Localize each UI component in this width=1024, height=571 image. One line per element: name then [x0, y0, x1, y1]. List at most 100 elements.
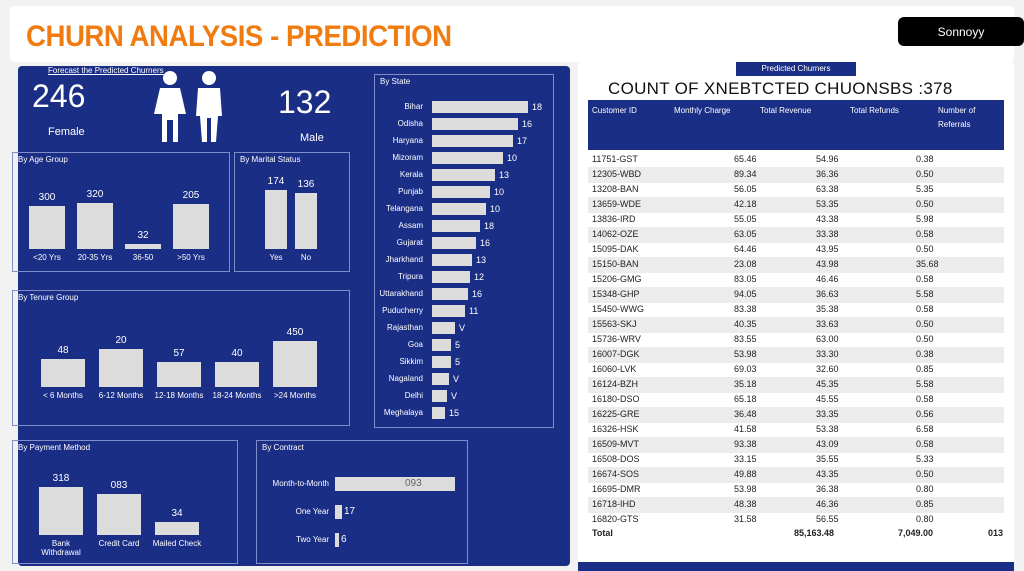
table-footer: Total 85,163.48 7,049.00 013	[588, 526, 1004, 544]
tenure-value: 48	[57, 345, 69, 356]
state-value: V	[453, 374, 460, 384]
payment-bar[interactable]	[39, 487, 83, 535]
state-row[interactable]: Odisha 16	[375, 118, 555, 130]
cell-value: 53.98	[734, 349, 757, 359]
table-row[interactable]: 16695-DMR 53.98 36.38 0.80	[588, 482, 1004, 498]
cell-customer-id: 16718-IHD	[592, 499, 636, 509]
table-row[interactable]: 12305-WBD 89.34 36.36 0.50	[588, 167, 1004, 183]
table-row[interactable]: 15348-GHP 94.05 36.63 5.58	[588, 287, 1004, 303]
table-row[interactable]: 16718-IHD 48.38 46.36 0.85	[588, 497, 1004, 513]
state-row[interactable]: Puducherry 11	[375, 305, 555, 317]
th-monthly-charge[interactable]: Monthly Charge	[674, 106, 731, 115]
state-row[interactable]: Gujarat 16	[375, 237, 555, 249]
payment-bar[interactable]	[155, 522, 199, 535]
summary-button[interactable]: Sonnoyy	[898, 17, 1024, 46]
table-row[interactable]: 16508-DOS 33.15 35.55 5.33	[588, 452, 1004, 468]
age-bar[interactable]	[29, 206, 65, 249]
cell-value: 83.05	[734, 274, 757, 284]
marital-bar[interactable]	[265, 190, 287, 249]
cell-value: 43.98	[816, 259, 839, 269]
contract-bar[interactable]	[335, 505, 342, 519]
cell-value: 65.46	[734, 154, 757, 164]
cell-value: 54.96	[816, 154, 839, 164]
cell-value: 63.38	[816, 184, 839, 194]
state-row[interactable]: Assam 18	[375, 220, 555, 232]
marital-bar[interactable]	[295, 193, 317, 249]
state-bar	[432, 169, 495, 181]
th-total-refunds[interactable]: Total Refunds	[850, 106, 899, 115]
table-row[interactable]: 16180-DSO 65.18 45.55 0.58	[588, 392, 1004, 408]
state-row[interactable]: Tripura 12	[375, 271, 555, 283]
table-row[interactable]: 13659-WDE 42.18 53.35 0.50	[588, 197, 1004, 213]
state-value: 10	[494, 187, 505, 197]
th-customer-id[interactable]: Customer ID	[592, 106, 637, 115]
state-row[interactable]: Kerala 13	[375, 169, 555, 181]
state-row[interactable]: Delhi V	[375, 390, 555, 402]
tenure-bar[interactable]	[157, 362, 201, 387]
table-row[interactable]: 16674-SOS 49.88 43.35 0.50	[588, 467, 1004, 483]
cell-customer-id: 15736-WRV	[592, 334, 641, 344]
table-row[interactable]: 15206-GMG 83.05 46.46 0.58	[588, 272, 1004, 288]
table-row[interactable]: 14062-OZE 63.05 33.38 0.58	[588, 227, 1004, 243]
cell-value: 0.85	[916, 499, 934, 509]
cell-customer-id: 16509-MVT	[592, 439, 640, 449]
state-label: Bihar	[404, 102, 423, 111]
dashboard-panel: Forecast the Predicted Churners 246 Fema…	[12, 66, 570, 566]
state-row[interactable]: Telangana 10	[375, 203, 555, 215]
cell-value: 89.34	[734, 169, 757, 179]
tenure-bar[interactable]	[41, 359, 85, 387]
state-row[interactable]: Punjab 10	[375, 186, 555, 198]
table-row[interactable]: 15095-DAK 64.46 43.95 0.50	[588, 242, 1004, 258]
table-row[interactable]: 15450-WWG 83.38 35.38 0.58	[588, 302, 1004, 318]
table-row[interactable]: 16509-MVT 93.38 43.09 0.58	[588, 437, 1004, 453]
age-bar[interactable]	[77, 203, 113, 249]
state-row[interactable]: Bihar 18	[375, 101, 555, 113]
state-row[interactable]: Uttarakhand 16	[375, 288, 555, 300]
table-row[interactable]: 15736-WRV 83.55 63.00 0.50	[588, 332, 1004, 348]
contract-bar[interactable]	[335, 477, 455, 491]
footer-label: Total	[592, 528, 613, 538]
table-row[interactable]: 16326-HSK 41.58 53.38 6.58	[588, 422, 1004, 438]
payment-bar[interactable]	[97, 494, 141, 535]
state-row[interactable]: Goa 5	[375, 339, 555, 351]
tenure-bar[interactable]	[215, 362, 259, 387]
state-row[interactable]: Sikkim 5	[375, 356, 555, 368]
table-row[interactable]: 15563-SKJ 40.35 33.63 0.50	[588, 317, 1004, 333]
table-row[interactable]: 15150-BAN 23.08 43.98 35.68	[588, 257, 1004, 273]
tenure-label: 18-24 Months	[212, 391, 262, 400]
state-row[interactable]: Nagaland V	[375, 373, 555, 385]
table-row[interactable]: 16060-LVK 69.03 32.60 0.85	[588, 362, 1004, 378]
panel-marital: By Marital Status 174 Yes 136 No	[234, 152, 350, 272]
tenure-bar[interactable]	[99, 349, 143, 387]
age-bar[interactable]	[125, 244, 161, 249]
cell-value: 0.85	[916, 364, 934, 374]
contract-value: 093	[405, 478, 422, 489]
table-row[interactable]: 16225-GRE 36.48 33.35 0.56	[588, 407, 1004, 423]
cell-value: 42.18	[734, 199, 757, 209]
state-row[interactable]: Mizoram 10	[375, 152, 555, 164]
table-row[interactable]: 16124-BZH 35.18 45.35 5.58	[588, 377, 1004, 393]
cell-customer-id: 15563-SKJ	[592, 319, 637, 329]
state-value: 12	[474, 272, 485, 282]
footer-revenue: 7,049.00	[898, 528, 934, 538]
table-row[interactable]: 11751-GST 65.46 54.96 0.38	[588, 152, 1004, 168]
contract-bar[interactable]	[335, 533, 339, 547]
state-label: Tripura	[397, 272, 423, 281]
state-row[interactable]: Jharkhand 13	[375, 254, 555, 266]
state-row[interactable]: Haryana 17	[375, 135, 555, 147]
cell-value: 32.60	[816, 364, 839, 374]
state-row[interactable]: Meghalaya 15	[375, 407, 555, 419]
cell-value: 36.48	[734, 409, 757, 419]
state-row[interactable]: Rajasthan V	[375, 322, 555, 334]
state-label: Rajasthan	[386, 323, 423, 332]
cell-value: 35.55	[816, 454, 839, 464]
panel-age: By Age Group 300 <20 Yrs 320 20-35 Yrs 32 36-…	[12, 152, 230, 272]
table-row[interactable]: 16007-DGK 53.98 33.30 0.38	[588, 347, 1004, 363]
tenure-bar[interactable]	[273, 341, 317, 387]
th-total-revenue[interactable]: Total Revenue	[760, 106, 812, 115]
table-row[interactable]: 13836-IRD 55.05 43.38 5.98	[588, 212, 1004, 228]
age-bar[interactable]	[173, 204, 209, 249]
th-referrals[interactable]: Number of Referrals	[938, 106, 976, 129]
table-row[interactable]: 13208-BAN 56.05 63.38 5.35	[588, 182, 1004, 198]
table-row[interactable]: 16820-GTS 31.58 56.55 0.80	[588, 512, 1004, 528]
